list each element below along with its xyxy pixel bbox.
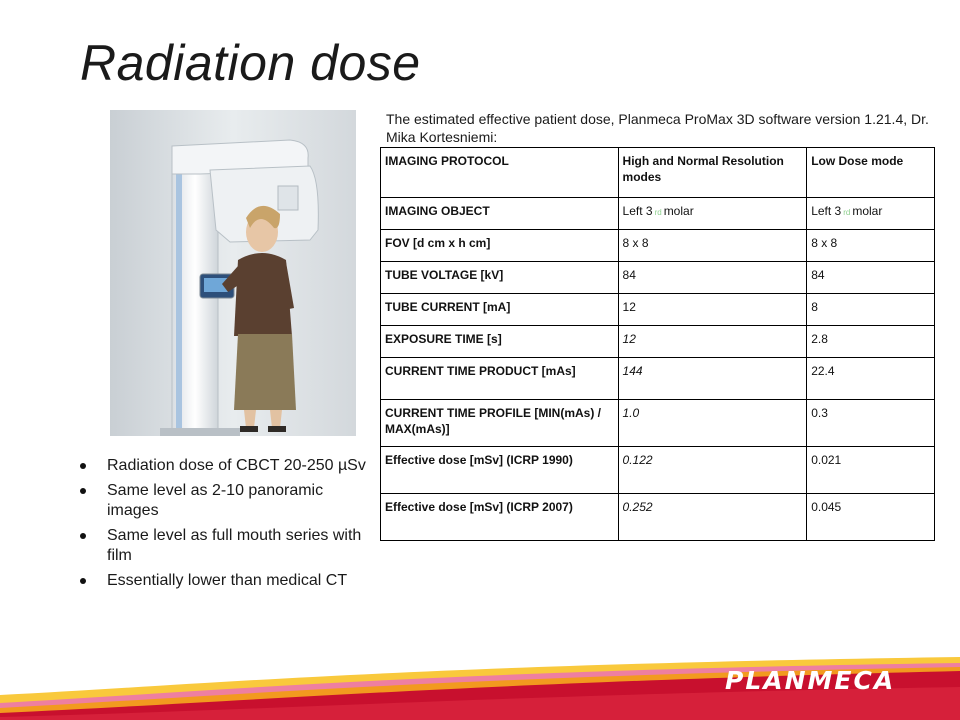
header-cell: Low Dose mode [806,147,935,198]
cell-value: 84 [806,261,935,294]
bullet-icon [80,463,86,469]
row-label: CURRENT TIME PROFILE [MIN(mAs) / MAX(mAs… [380,399,619,447]
table-row: TUBE CURRENT [mA] 12 8 [380,293,935,326]
cell-value: 0.122 [617,446,808,494]
cell-value: 0.021 [806,446,935,494]
cell-value: 84 [617,261,808,294]
row-label: EXPOSURE TIME [s] [380,325,619,358]
table-row: Effective dose [mSv] (ICRP 1990) 0.122 0… [380,446,935,494]
cell-value: 1.0 [617,399,808,447]
row-label: IMAGING OBJECT [380,197,619,230]
bullet-text: Essentially lower than medical CT [107,572,348,589]
header-cell: IMAGING PROTOCOL [380,147,619,198]
cell-value: 0.252 [617,493,808,541]
row-label: FOV [d cm x h cm] [380,229,619,262]
bullet-text: Radiation dose of CBCT 20-250 µSv [107,457,366,474]
dose-table: IMAGING PROTOCOL High and Normal Resolut… [380,147,935,541]
list-item: Essentially lower than medical CT [80,571,370,591]
device-photo [110,110,356,436]
footer-wave-graphic [0,657,960,720]
bullet-icon [80,578,86,584]
cell-value: 8 [806,293,935,326]
cell-text: Left 3 [622,204,653,218]
cell-value: 8 x 8 [617,229,808,262]
table-row: FOV [d cm x h cm] 8 x 8 8 x 8 [380,229,935,262]
cell-text: molar [663,204,694,218]
cell-value: 8 x 8 [806,229,935,262]
header-cell: High and Normal Resolution modes [617,147,808,198]
cell-value: 0.045 [806,493,935,541]
bullet-text: Same level as 2-10 panoramic images [107,482,324,519]
cell-text: Left 3 [811,204,842,218]
table-header-row: IMAGING PROTOCOL High and Normal Resolut… [380,147,935,198]
table-caption: The estimated effective patient dose, Pl… [386,111,929,145]
row-label: TUBE VOLTAGE [kV] [380,261,619,294]
planmeca-logo: PLANMECA [725,666,896,695]
cell-value: 12 [617,293,808,326]
bullet-icon [80,533,86,539]
cell-text: molar [852,204,883,218]
cell-value: 22.4 [806,357,935,400]
table-row: CURRENT TIME PRODUCT [mAs] 144 22.4 [380,357,935,400]
row-label: Effective dose [mSv] (ICRP 1990) [380,446,619,494]
row-label: Effective dose [mSv] (ICRP 2007) [380,493,619,541]
ordinal-suffix: rd [654,208,662,217]
row-label: CURRENT TIME PRODUCT [mAs] [380,357,619,400]
cell-value: 2.8 [806,325,935,358]
bullet-text: Same level as full mouth series with fil… [107,527,362,564]
ordinal-suffix: rd [843,208,851,217]
cell-value: 12 [617,325,808,358]
bullet-list: Radiation dose of CBCT 20-250 µSv Same l… [80,456,370,596]
bullet-icon [80,488,86,494]
list-item: Same level as full mouth series with fil… [80,526,370,566]
list-item: Radiation dose of CBCT 20-250 µSv [80,456,370,476]
table-row: EXPOSURE TIME [s] 12 2.8 [380,325,935,358]
cell-value: 144 [617,357,808,400]
cell-value: 0.3 [806,399,935,447]
table-row: Effective dose [mSv] (ICRP 2007) 0.252 0… [380,493,935,541]
list-item: Same level as 2-10 panoramic images [80,481,370,521]
table-row: CURRENT TIME PROFILE [MIN(mAs) / MAX(mAs… [380,399,935,447]
table-row: TUBE VOLTAGE [kV] 84 84 [380,261,935,294]
row-label: TUBE CURRENT [mA] [380,293,619,326]
page-title: Radiation dose [80,35,421,91]
